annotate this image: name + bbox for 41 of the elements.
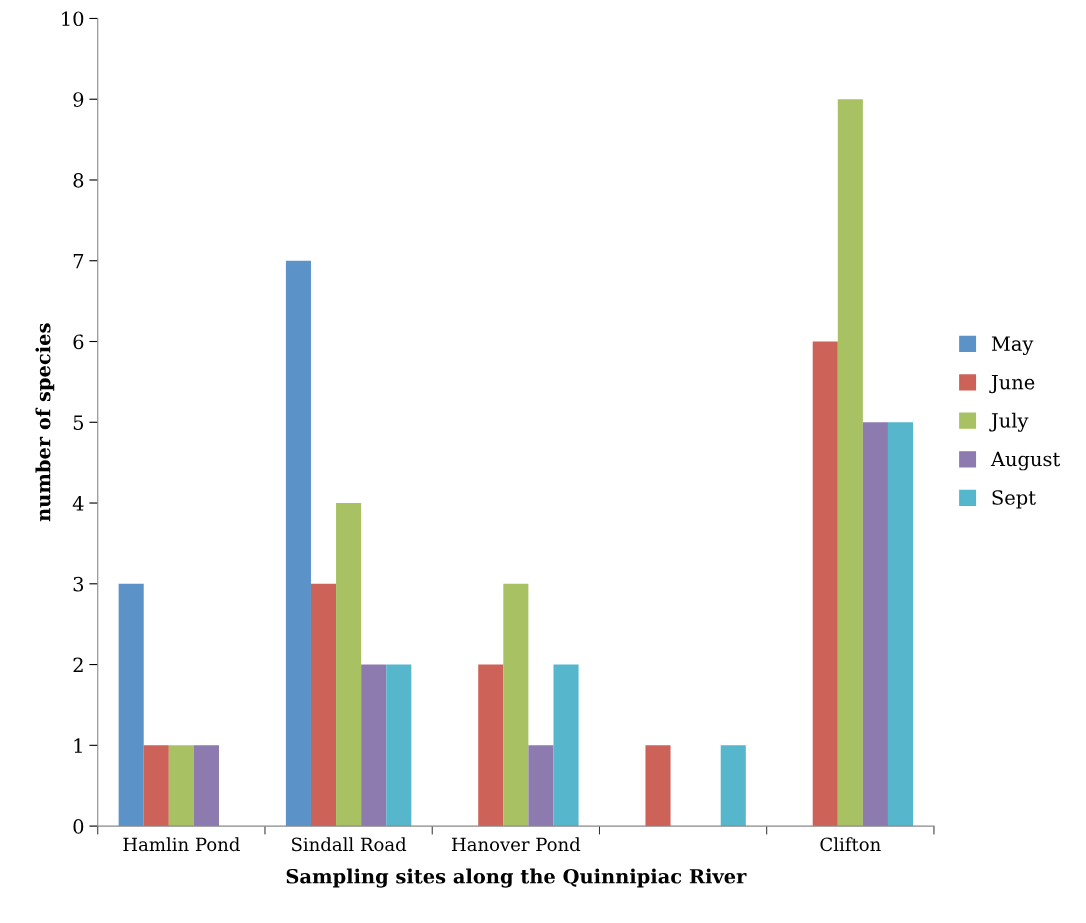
bar	[528, 745, 554, 827]
bar	[361, 664, 387, 827]
legend-label: Sept	[992, 490, 1036, 509]
x-tick-label: Clifton	[820, 837, 881, 852]
x-axis-title: Sampling sites along the Quinnipiac River	[286, 868, 747, 888]
y-axis-title: number of species	[35, 323, 55, 522]
y-tick-label: 3	[73, 576, 84, 592]
x-tick-label: Sindall Road	[292, 837, 407, 852]
y-tick-label: 5	[73, 415, 84, 430]
bar	[143, 745, 169, 827]
bar	[310, 583, 337, 827]
bar	[285, 260, 311, 827]
x-tick-label: Hamlin Pond	[123, 837, 240, 852]
y-tick-label: 1	[74, 738, 82, 753]
bar	[386, 664, 412, 827]
y-tick-label: 4	[72, 495, 84, 511]
y-tick-label: 2	[73, 657, 83, 672]
y-tick-label: 8	[73, 172, 84, 188]
legend-label: August	[990, 451, 1061, 471]
bar	[193, 745, 219, 827]
bar	[553, 664, 579, 827]
bar	[887, 422, 914, 827]
bar	[837, 99, 863, 827]
y-tick-label: 10	[62, 11, 84, 27]
y-tick-label: 0	[73, 819, 84, 834]
y-tick-label: 9	[73, 92, 84, 107]
legend-label: June	[989, 375, 1035, 394]
bar	[812, 341, 838, 827]
legend-label: July	[989, 412, 1029, 432]
bar	[645, 745, 671, 827]
bar	[720, 745, 746, 827]
bar	[862, 422, 888, 827]
bar	[478, 664, 504, 827]
bar	[118, 583, 144, 827]
y-tick-label: 6	[73, 334, 84, 350]
y-tick-label: 7	[73, 253, 84, 269]
bar	[336, 503, 362, 827]
x-tick-label: Hanover Pond	[451, 837, 581, 852]
legend-label: May	[991, 336, 1034, 356]
bar	[503, 583, 529, 827]
bar	[168, 745, 194, 827]
